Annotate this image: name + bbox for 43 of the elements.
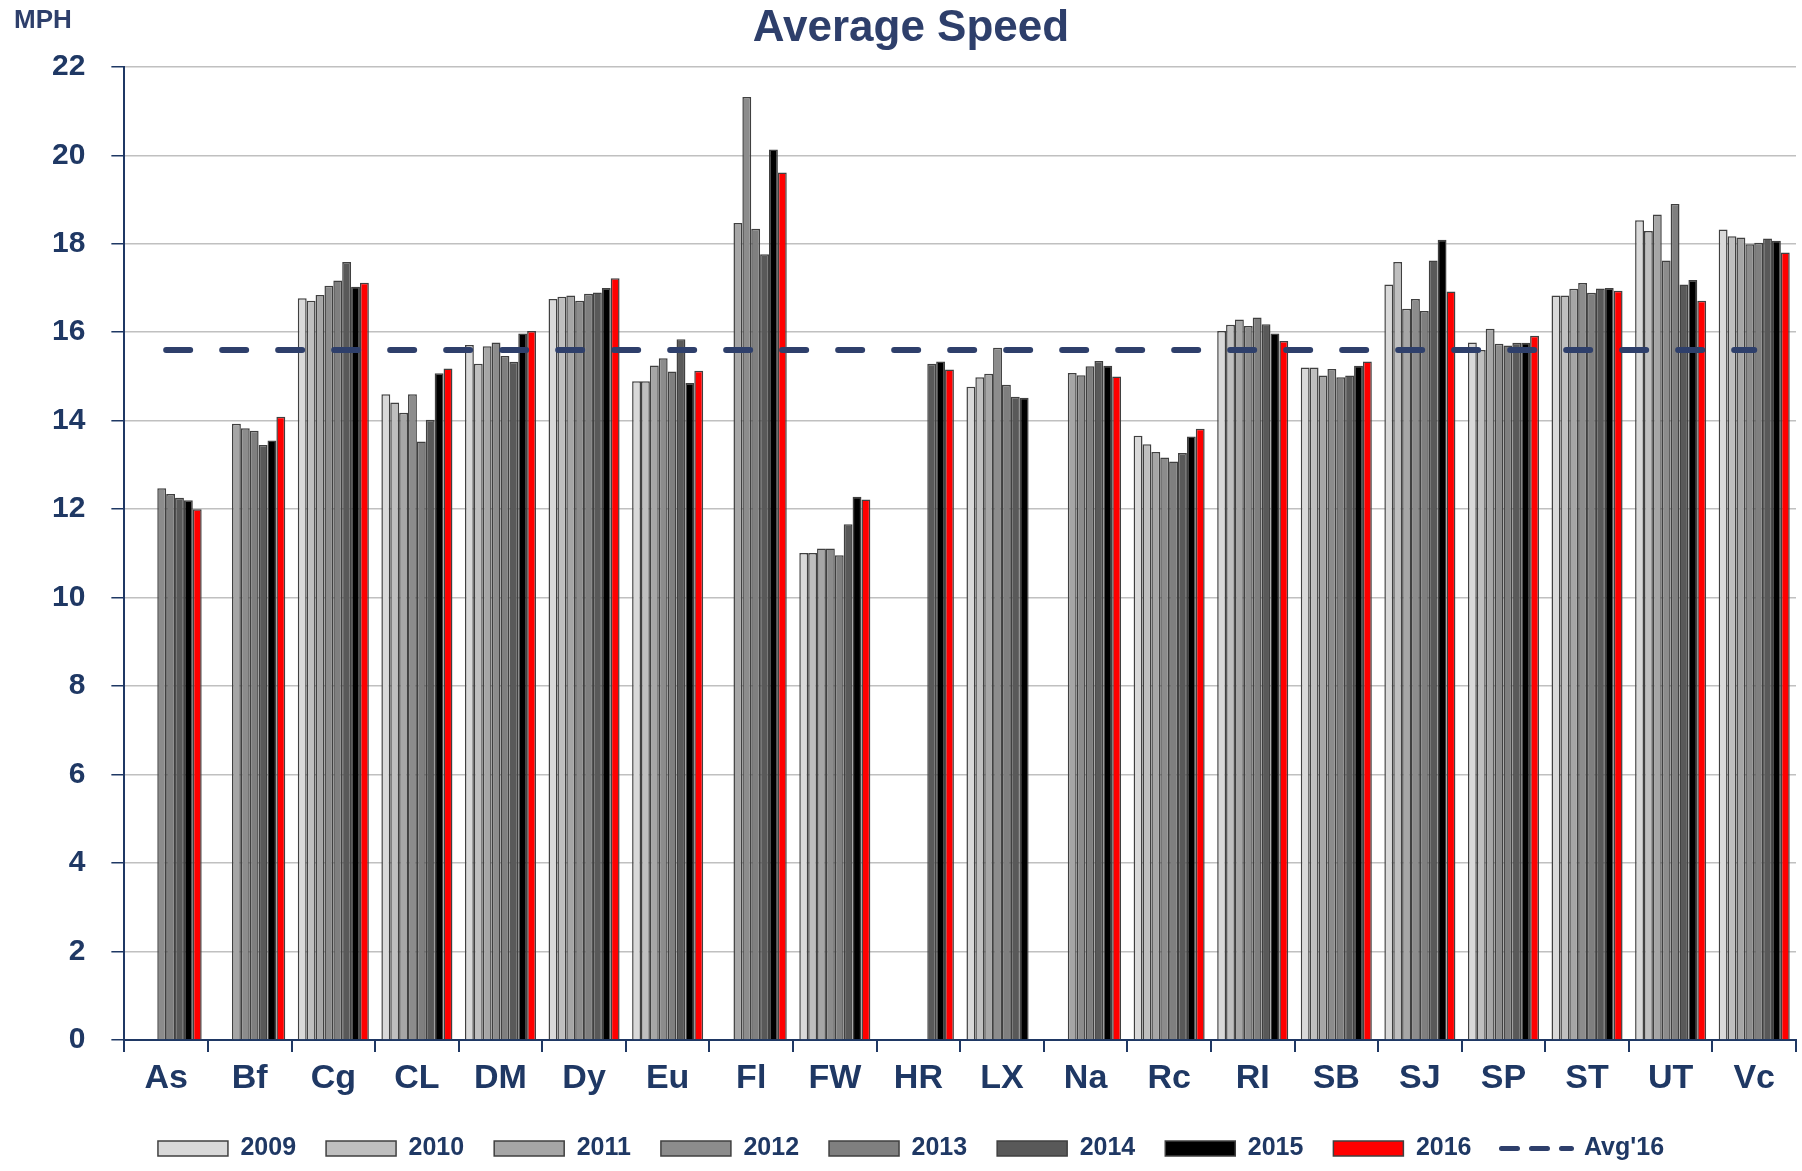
y-tick-label: 18 [51, 225, 86, 259]
chart-title: Average Speed [752, 0, 1070, 50]
y-tick-label: 10 [51, 578, 86, 612]
x-tick-label: Bf [231, 1057, 269, 1096]
y-tick-label: 16 [51, 313, 86, 347]
x-tick-label: SB [1312, 1057, 1360, 1096]
x-tick-label: Vc [1733, 1057, 1776, 1096]
legend-label: 2014 [1079, 1132, 1136, 1161]
legend-label: 2016 [1415, 1132, 1472, 1161]
legend-label: 2011 [576, 1132, 632, 1161]
x-tick-label: LX [980, 1057, 1025, 1096]
legend-label: 2009 [240, 1132, 297, 1161]
x-tick-label: Na [1063, 1057, 1109, 1096]
x-tick-label: ST [1565, 1057, 1609, 1096]
x-tick-label: SJ [1399, 1057, 1441, 1096]
x-tick-label: CL [394, 1057, 440, 1096]
x-tick-label: SP [1480, 1057, 1527, 1096]
legend-label: Avg'16 [1583, 1132, 1665, 1161]
legend-label: 2013 [911, 1132, 968, 1161]
y-tick-label: 2 [68, 932, 86, 966]
x-tick-label: FW [808, 1057, 863, 1096]
x-tick-label: Fl [736, 1057, 767, 1096]
legend-label: 2012 [743, 1132, 800, 1161]
x-tick-label: Rc [1147, 1057, 1191, 1096]
x-tick-label: UT [1647, 1057, 1694, 1096]
y-tick-label: 8 [68, 667, 86, 701]
x-tick-label: Cg [310, 1057, 356, 1096]
y-axis-title: MPH [14, 4, 72, 35]
y-tick-label: 0 [68, 1021, 86, 1055]
y-tick-label: 22 [51, 48, 86, 82]
x-tick-label: HR [893, 1057, 943, 1096]
x-tick-label: Dy [562, 1057, 606, 1096]
legend-label: 2010 [408, 1132, 465, 1161]
x-tick-label: As [144, 1057, 188, 1096]
legend-label: 2015 [1247, 1132, 1304, 1161]
x-tick-label: DM [474, 1057, 527, 1096]
y-tick-label: 4 [68, 844, 86, 878]
x-tick-label: RI [1235, 1057, 1270, 1096]
y-tick-label: 20 [51, 136, 86, 170]
y-tick-label: 6 [68, 755, 86, 789]
y-tick-label: 12 [51, 490, 86, 524]
x-tick-label: Eu [645, 1057, 690, 1096]
y-tick-label: 14 [51, 401, 86, 435]
